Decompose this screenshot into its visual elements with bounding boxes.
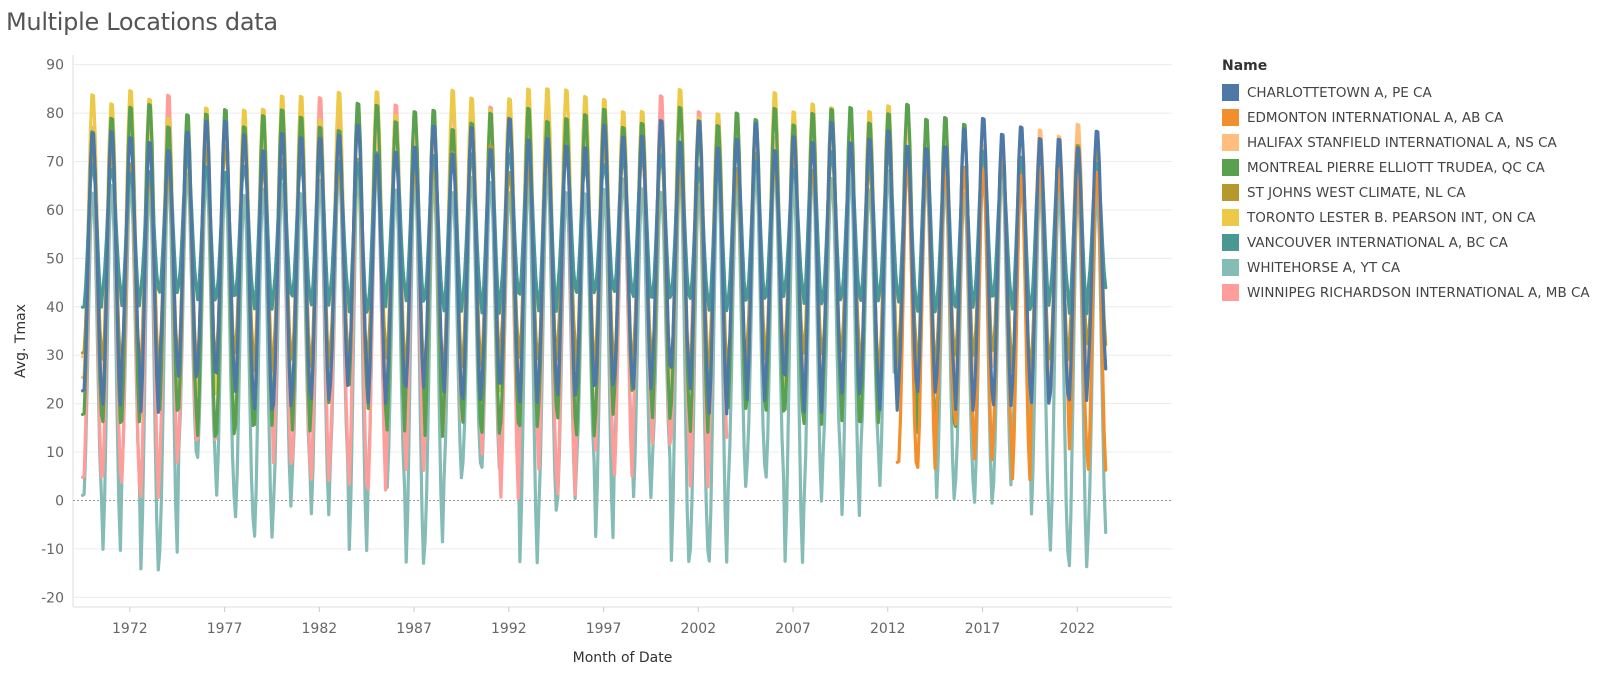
legend-swatch [1222,134,1239,151]
legend-swatch [1222,209,1239,226]
legend-label: TORONTO LESTER B. PEARSON INT, ON CA [1247,209,1536,226]
axes: 90 80 70 60 50 40 30 20 10 0 -10 -20 1972 1977 1982 198… [13,58,1095,666]
legend-label: CHARLOTTETOWN A, PE CA [1247,84,1432,101]
y-tick-label: 20 [46,397,64,413]
y-tick-label: 70 [46,155,64,171]
x-tick-label: 1992 [491,621,527,637]
legend-swatch [1222,84,1239,101]
y-tick-label: -20 [41,590,64,606]
legend-item[interactable]: HALIFAX STANFIELD INTERNATIONAL A, NS CA [1222,130,1612,155]
legend-item[interactable]: TORONTO LESTER B. PEARSON INT, ON CA [1222,205,1612,230]
page-title: Multiple Locations data [6,8,278,36]
x-tick-label: 1997 [586,621,622,637]
legend-item[interactable]: MONTREAL PIERRE ELLIOTT TRUDEA, QC CA [1222,155,1612,180]
legend-item[interactable]: EDMONTON INTERNATIONAL A, AB CA [1222,105,1612,130]
x-tick-label: 2017 [965,621,1001,637]
x-tick-label: 1982 [302,621,338,637]
x-tick-label: 2022 [1059,621,1095,637]
series-line-0 [80,116,1108,416]
y-axis-title: Avg. Tmax [13,304,29,378]
legend-label: HALIFAX STANFIELD INTERNATIONAL A, NS CA [1247,134,1557,151]
y-tick-label: 60 [46,203,64,219]
series-lines [80,87,1108,572]
legend-title: Name [1222,58,1268,74]
y-tick-label: 90 [46,58,64,74]
y-tick-label: 30 [46,348,64,364]
legend-item[interactable]: WINNIPEG RICHARDSON INTERNATIONAL A, MB … [1222,280,1612,305]
legend-swatch [1222,284,1239,301]
legend: Name CHARLOTTETOWN A, PE CA EDMONTON INTE… [1222,58,1612,305]
legend-label: MONTREAL PIERRE ELLIOTT TRUDEA, QC CA [1247,159,1545,176]
x-tick-label: 2002 [680,621,716,637]
x-tick-label: 1972 [112,621,148,637]
x-tick-label: 2007 [775,621,811,637]
x-tick-label: 1987 [396,621,432,637]
legend-label: VANCOUVER INTERNATIONAL A, BC CA [1247,234,1508,251]
legend-item[interactable]: VANCOUVER INTERNATIONAL A, BC CA [1222,230,1612,255]
legend-swatch [1222,109,1239,126]
legend-label: EDMONTON INTERNATIONAL A, AB CA [1247,109,1504,126]
y-tick-label: 40 [46,300,64,316]
x-tick-label: 2012 [870,621,906,637]
legend-swatch [1222,259,1239,276]
legend-items: CHARLOTTETOWN A, PE CA EDMONTON INTERNATI… [1222,80,1612,305]
legend-item[interactable]: WHITEHORSE A, YT CA [1222,255,1612,280]
y-tick-label: 50 [46,251,64,267]
series-line-6 [80,148,1108,316]
legend-label: WINNIPEG RICHARDSON INTERNATIONAL A, MB … [1247,284,1590,301]
line-chart: 90 80 70 60 50 40 30 20 10 0 -10 -20 1972 1977 1982 198… [13,55,1172,666]
x-tick-label: 1977 [207,621,243,637]
x-axis-title: Month of Date [573,650,673,666]
legend-label: ST JOHNS WEST CLIMATE, NL CA [1247,184,1466,201]
y-tick-label: 10 [46,445,64,461]
legend-item[interactable]: CHARLOTTETOWN A, PE CA [1222,80,1612,105]
legend-item[interactable]: ST JOHNS WEST CLIMATE, NL CA [1222,180,1612,205]
y-tick-label: -10 [41,542,64,558]
legend-swatch [1222,184,1239,201]
legend-swatch [1222,159,1239,176]
legend-label: WHITEHORSE A, YT CA [1247,259,1401,276]
legend-swatch [1222,234,1239,251]
y-tick-label: 0 [55,493,64,509]
y-tick-label: 80 [46,106,64,122]
